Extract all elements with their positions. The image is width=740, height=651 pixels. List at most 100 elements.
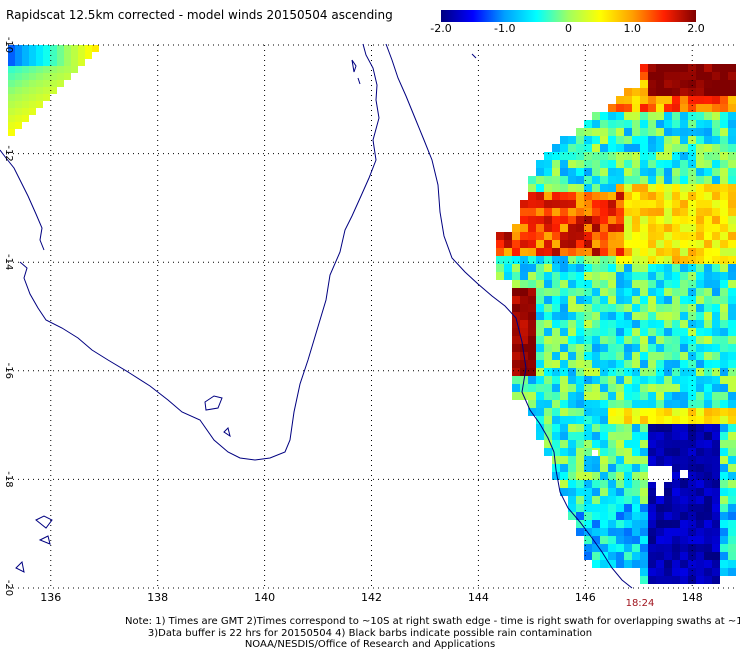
wind-cell xyxy=(648,136,656,144)
wind-cell xyxy=(704,376,712,384)
wind-cell xyxy=(43,73,50,80)
wind-cell xyxy=(624,400,632,408)
wind-cell xyxy=(632,432,640,440)
wind-cell xyxy=(616,472,624,480)
wind-cell xyxy=(608,152,616,160)
wind-cell xyxy=(640,128,648,136)
wind-cell xyxy=(704,320,712,328)
wind-cell xyxy=(664,128,672,136)
wind-cell xyxy=(672,448,680,456)
wind-cell xyxy=(704,160,712,168)
wind-cell xyxy=(720,560,728,568)
wind-cell xyxy=(624,152,632,160)
wind-cell xyxy=(496,256,504,264)
wind-cell xyxy=(680,376,688,384)
wind-cell xyxy=(552,416,560,424)
wind-cell xyxy=(720,160,728,168)
wind-cell xyxy=(720,456,728,464)
wind-cell xyxy=(632,320,640,328)
wind-cell xyxy=(728,328,736,336)
wind-cell xyxy=(552,440,560,448)
wind-cell xyxy=(712,216,720,224)
wind-cell xyxy=(544,344,552,352)
wind-cell xyxy=(624,160,632,168)
wind-cell xyxy=(544,288,552,296)
wind-cell xyxy=(624,296,632,304)
wind-cell xyxy=(8,87,15,94)
wind-cell xyxy=(592,120,600,128)
wind-cell xyxy=(672,496,680,504)
wind-cell xyxy=(672,440,680,448)
latitude-label: -16 xyxy=(3,363,14,379)
wind-cell xyxy=(648,280,656,288)
wind-cell xyxy=(712,200,720,208)
wind-cell xyxy=(568,496,576,504)
wind-cell xyxy=(544,432,552,440)
wind-cell xyxy=(704,304,712,312)
wind-cell xyxy=(560,192,568,200)
wind-cell xyxy=(29,52,36,59)
wind-cell xyxy=(592,336,600,344)
wind-cell xyxy=(672,184,680,192)
wind-cell xyxy=(504,272,512,280)
wind-cell xyxy=(704,536,712,544)
wind-cell xyxy=(704,400,712,408)
wind-cell xyxy=(656,112,664,120)
wind-cell xyxy=(648,504,656,512)
wind-cell xyxy=(632,136,640,144)
wind-cell xyxy=(36,101,43,108)
wind-cell xyxy=(712,512,720,520)
wind-cell xyxy=(71,59,78,66)
wind-cell xyxy=(712,488,720,496)
wind-cell xyxy=(656,376,664,384)
wind-cell xyxy=(576,512,584,520)
wind-cell xyxy=(536,272,544,280)
wind-cell xyxy=(696,360,704,368)
wind-cell xyxy=(640,552,648,560)
wind-cell xyxy=(680,440,688,448)
wind-cell xyxy=(536,384,544,392)
wind-cell xyxy=(648,72,656,80)
wind-cell xyxy=(648,264,656,272)
wind-cell xyxy=(528,392,536,400)
wind-cell xyxy=(712,96,720,104)
wind-cell xyxy=(688,104,696,112)
wind-cell xyxy=(712,280,720,288)
wind-cell xyxy=(552,392,560,400)
wind-cell xyxy=(704,152,712,160)
wind-cell xyxy=(640,136,648,144)
wind-cell xyxy=(624,424,632,432)
wind-cell xyxy=(560,272,568,280)
wind-cell xyxy=(704,496,712,504)
wind-cell xyxy=(576,144,584,152)
wind-cell xyxy=(560,152,568,160)
wind-cell xyxy=(696,352,704,360)
wind-cell xyxy=(696,480,704,488)
wind-cell xyxy=(648,496,656,504)
wind-cell xyxy=(544,336,552,344)
wind-cell xyxy=(656,416,664,424)
footnotes: Note: 1) Times are GMT 2)Times correspon… xyxy=(0,616,740,651)
wind-cell xyxy=(592,432,600,440)
wind-cell xyxy=(648,440,656,448)
wind-cell xyxy=(664,360,672,368)
wind-cell xyxy=(664,376,672,384)
wind-cell xyxy=(680,200,688,208)
wind-cell xyxy=(664,120,672,128)
wind-cell xyxy=(624,312,632,320)
wind-cell xyxy=(536,304,544,312)
wind-cell xyxy=(640,504,648,512)
wind-cell xyxy=(544,256,552,264)
wind-cell xyxy=(616,448,624,456)
wind-cell xyxy=(720,112,728,120)
wind-cell xyxy=(43,45,50,52)
wind-cell xyxy=(640,296,648,304)
wind-cell xyxy=(544,168,552,176)
wind-cell xyxy=(696,368,704,376)
wind-cell xyxy=(544,408,552,416)
wind-cell xyxy=(592,248,600,256)
wind-cell xyxy=(600,136,608,144)
colorbar-tick-label: 1.0 xyxy=(623,22,642,35)
wind-cell xyxy=(720,208,728,216)
wind-cell xyxy=(608,328,616,336)
